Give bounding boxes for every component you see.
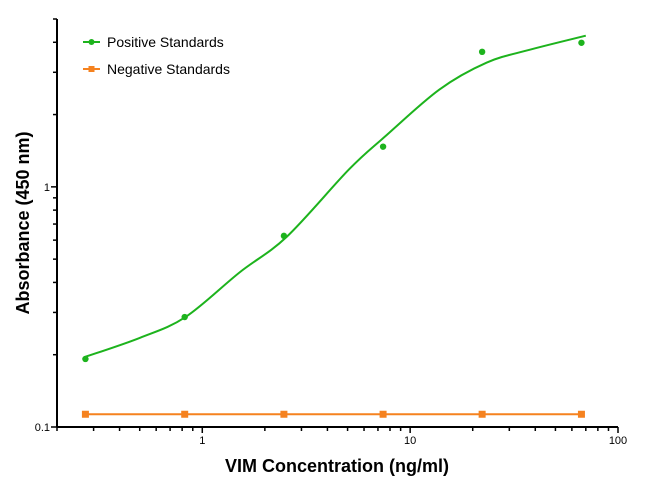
x-axis-title: VIM Concentration (ng/ml) [225, 456, 449, 476]
data-point [578, 39, 585, 46]
x-tick-label: 1 [199, 435, 205, 447]
x-tick-label: 10 [404, 435, 416, 447]
data-point [82, 355, 89, 363]
series-negative-standards [81, 410, 585, 418]
data-point [280, 410, 288, 418]
data-point [181, 313, 188, 321]
legend-marker-icon [88, 39, 95, 45]
x-tick-label: 100 [609, 435, 627, 447]
series-layer [81, 34, 587, 418]
fit-curve [85, 34, 587, 358]
legend-negative-standards: Negative Standards [83, 61, 230, 77]
y-axis-title: Absorbance (450 nm) [13, 131, 33, 314]
data-point [577, 410, 585, 418]
y-tick-label: 1 [44, 182, 50, 194]
data-point [478, 410, 486, 418]
data-point [81, 410, 89, 418]
data-point [379, 410, 387, 418]
legend-label: Positive Standards [107, 34, 224, 50]
legend-positive-standards: Positive Standards [83, 34, 224, 50]
legend-marker-icon [88, 66, 95, 72]
series-positive-standards [82, 34, 587, 363]
data-point [181, 410, 189, 418]
legend: Positive Standards Negative Standards [83, 34, 230, 77]
legend-label: Negative Standards [107, 61, 230, 77]
axes: 1 10 100 0.1 1 [35, 18, 627, 447]
data-point [280, 232, 288, 240]
data-point [379, 143, 387, 150]
data-point [478, 48, 486, 56]
y-tick-label: 0.1 [35, 422, 50, 434]
